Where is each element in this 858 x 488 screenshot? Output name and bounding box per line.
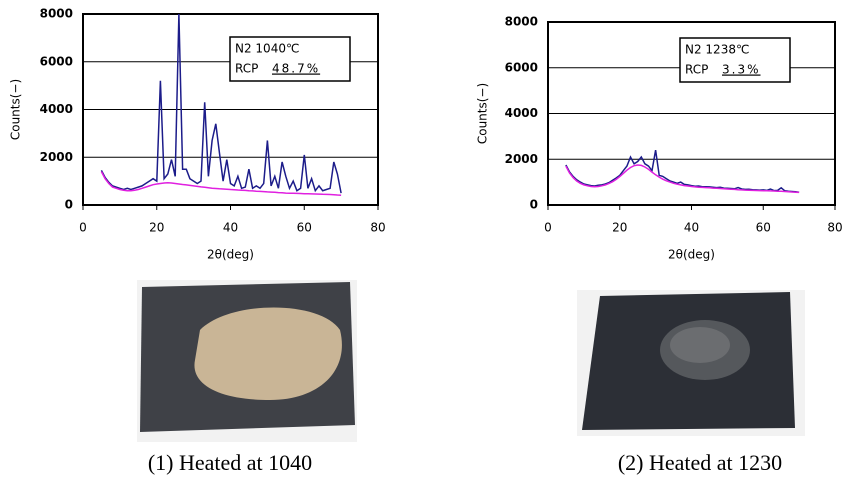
y-tick-label: 2000: [40, 150, 73, 164]
y-tick-label: 4000: [505, 106, 538, 120]
x-tick-label: 60: [756, 221, 771, 235]
caption: (1) Heated at 1040: [148, 450, 312, 475]
y-tick-label: 8000: [40, 7, 73, 21]
annotation-box: [229, 36, 351, 82]
y-tick-label: 0: [65, 198, 73, 212]
photo-2: [577, 290, 805, 436]
annotation: RCP: [685, 63, 708, 77]
x-tick-label: 20: [612, 221, 627, 235]
x-tick-label: 80: [370, 221, 385, 235]
y-tick-label: 0: [530, 198, 538, 212]
x-tick-label: 40: [684, 221, 699, 235]
annotation: N2 1238℃: [685, 43, 749, 57]
data-line: [100, 171, 342, 196]
y-tick-label: 6000: [40, 54, 73, 68]
annotation: 3.3%: [722, 63, 761, 77]
annotation: 48.7%: [272, 62, 320, 76]
annotation-box: [679, 37, 791, 83]
x-tick-label: 60: [297, 221, 312, 235]
annotation: RCP: [235, 62, 258, 76]
plot-frame: [547, 21, 836, 206]
data-line: [100, 13, 342, 194]
x-tick-label: 0: [79, 221, 87, 235]
y-tick-label: 2000: [505, 152, 538, 166]
x-tick-label: 0: [544, 221, 552, 235]
y-tick-label: 8000: [505, 15, 538, 29]
x-tick-label: 40: [223, 221, 238, 235]
annotation: N2 1040℃: [235, 42, 299, 56]
y-tick-label: 4000: [40, 102, 73, 116]
data-line: [565, 164, 800, 194]
x-tick-label: 20: [149, 221, 164, 235]
y-tick-label: 6000: [505, 60, 538, 74]
plot-frame: [82, 13, 379, 206]
x-tick-label: 80: [827, 221, 842, 235]
photo-1: [137, 280, 357, 442]
y-axis-label: Counts(−): [9, 79, 23, 140]
caption: (2) Heated at 1230: [618, 450, 782, 475]
x-axis-label: 2θ(deg): [668, 248, 715, 262]
x-axis-label: 2θ(deg): [207, 248, 254, 262]
y-axis-label: Counts(−): [476, 83, 490, 144]
